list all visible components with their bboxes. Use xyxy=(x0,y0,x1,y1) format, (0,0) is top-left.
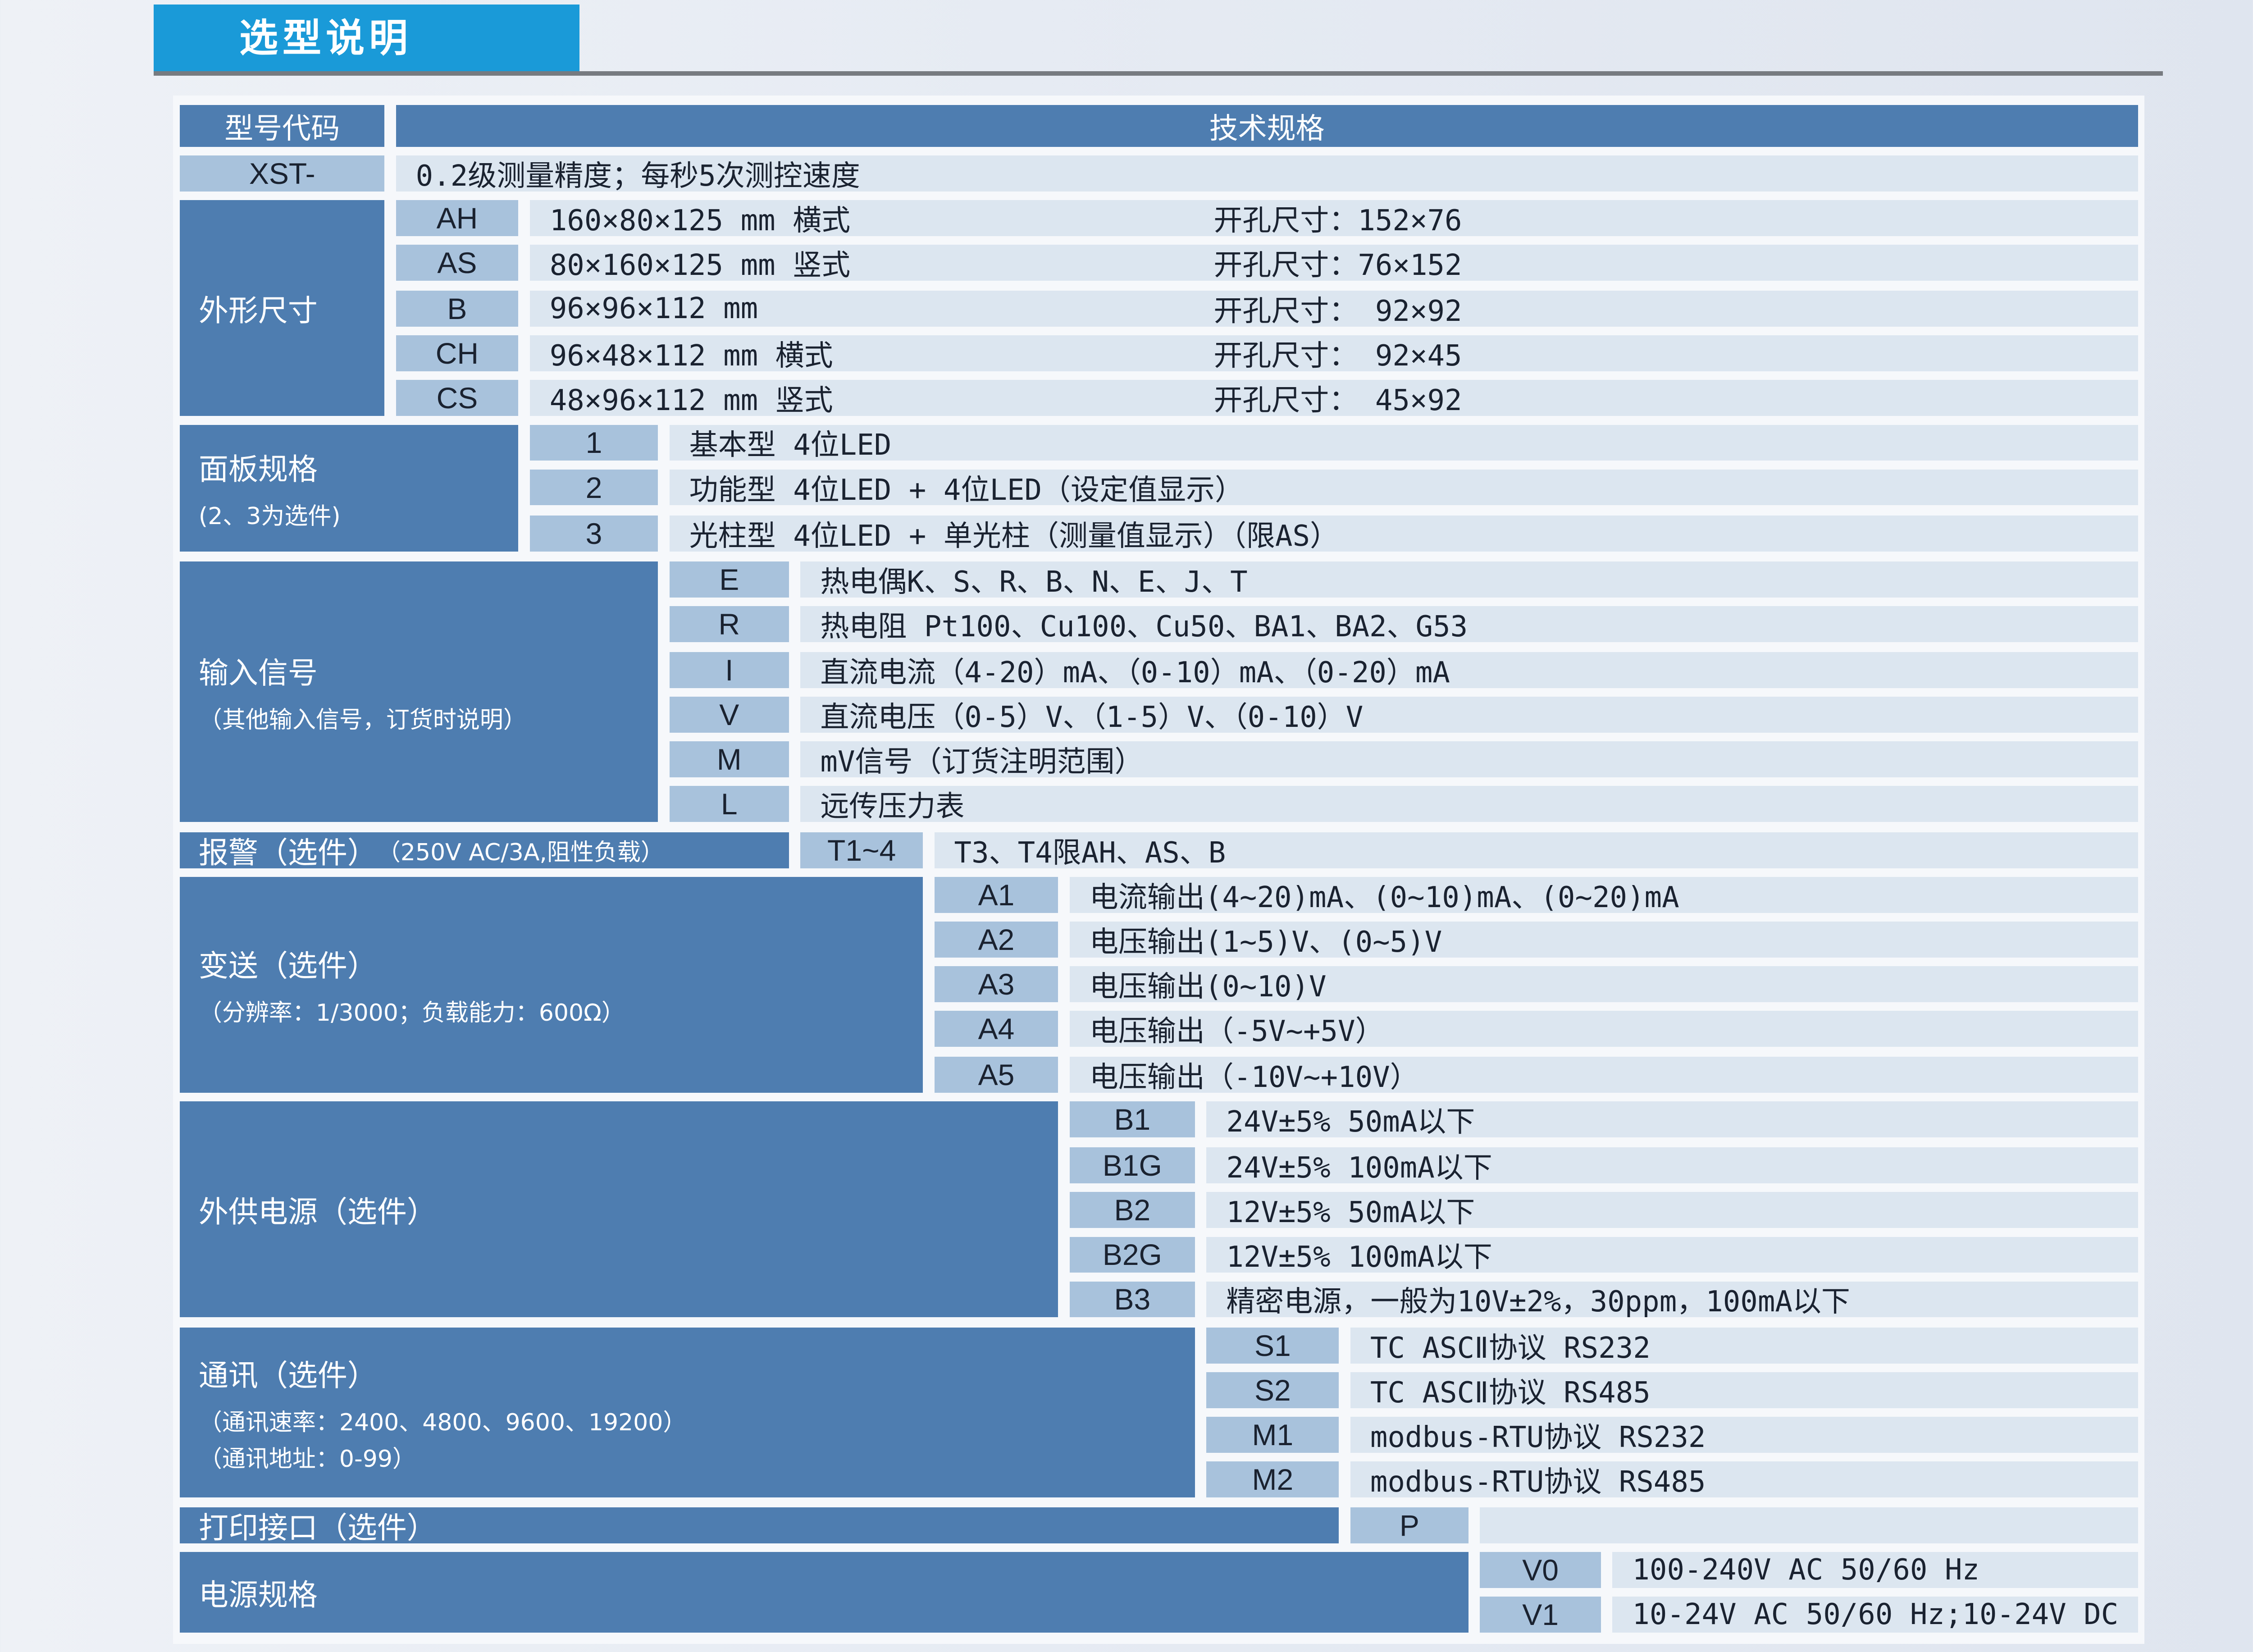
cutout-size: 开孔尺寸：152×76 xyxy=(1213,204,1462,236)
code-cell: A5 xyxy=(934,1057,1058,1093)
code-cell: A2 xyxy=(934,921,1058,958)
spec-cell: 基本型 4位LED xyxy=(669,424,2138,461)
spec-cell: 24V±5% 50mA以下 xyxy=(1206,1101,2138,1138)
code-cell: V0 xyxy=(1480,1552,1601,1588)
spec-cell: 160×80×125 mm 横式 xyxy=(529,200,2138,236)
spec-cell: modbus-RTU协议 RS232 xyxy=(1350,1416,2138,1453)
code-cell: V1 xyxy=(1480,1597,1601,1633)
input-group-title: 输入信号 xyxy=(198,656,318,691)
spec-cell: modbus-RTU协议 RS485 xyxy=(1350,1461,2138,1497)
comm-group-note: （通讯地址：0-99） xyxy=(198,1446,416,1473)
code-cell: CH xyxy=(396,335,519,372)
spec-cell: 直流电压（0-5）V、（1-5）V、（0-10）V xyxy=(800,697,2138,733)
spec-cell: 热电偶K、S、R、B、N、E、J、T xyxy=(800,561,2138,598)
cutout-size: 开孔尺寸： 92×92 xyxy=(1213,295,1462,327)
size-group: 外形尺寸 xyxy=(180,200,385,416)
alarm-group-title: 报警（选件） xyxy=(198,835,377,868)
code-cell: 2 xyxy=(529,469,658,506)
spec-cell: 12V±5% 100mA以下 xyxy=(1206,1237,2138,1273)
code-cell: B2G xyxy=(1069,1237,1195,1273)
print-group: 打印接口（选件） xyxy=(180,1507,1339,1544)
cutout-size: 开孔尺寸： 45×92 xyxy=(1213,384,1462,416)
code-cell: M1 xyxy=(1206,1416,1339,1453)
code-cell: AS xyxy=(396,245,519,281)
comm-group-title: 通讯（选件） xyxy=(198,1358,377,1393)
code-cell: V xyxy=(669,697,789,733)
spec-cell: 远传压力表 xyxy=(800,786,2138,822)
spec-cell: 48×96×112 mm 竖式 xyxy=(529,380,2138,416)
power-group-title: 电源规格 xyxy=(198,1577,318,1612)
spec-cell: 直流电流（4-20）mA、（0-10）mA、（0-20）mA xyxy=(800,652,2138,689)
supply-group-title: 外供电源（选件） xyxy=(198,1194,437,1229)
code-cell: P xyxy=(1350,1507,1469,1544)
code-cell: B1 xyxy=(1069,1101,1195,1138)
spec-cell: mV信号（订货注明范围） xyxy=(800,741,2138,778)
code-cell: S2 xyxy=(1206,1372,1339,1408)
code-cell: R xyxy=(669,606,789,642)
code-cell: M2 xyxy=(1206,1461,1339,1497)
code-cell: M xyxy=(669,741,789,778)
code-cell: A3 xyxy=(934,966,1058,1002)
code-cell: I xyxy=(669,652,789,689)
spec-cell: T3、T4限AH、AS、B xyxy=(934,832,2138,868)
spec-cell: 电压输出(1~5)V、(0~5)V xyxy=(1069,921,2138,958)
spec-cell: 80×160×125 mm 竖式 xyxy=(529,245,2138,281)
code-cell: 1 xyxy=(529,424,658,461)
cutout-size: 开孔尺寸： 92×45 xyxy=(1213,339,1462,372)
alarm-group: 报警（选件） （250V AC/3A,阻性负载） xyxy=(180,832,789,868)
spec-cell: 电压输出（-10V~+10V） xyxy=(1069,1057,2138,1093)
spec-cell: 光柱型 4位LED + 单光柱（测量值显示）（限AS） xyxy=(669,515,2138,552)
code-cell: B3 xyxy=(1069,1281,1195,1318)
code-cell: B2 xyxy=(1069,1192,1195,1228)
spec-cell: 电压输出(0~10)V xyxy=(1069,966,2138,1002)
spec-cell: 10-24V AC 50/60 Hz;10-24V DC xyxy=(1612,1597,2138,1633)
panel-group-note: (2、3为选件) xyxy=(198,503,341,530)
comm-group: 通讯（选件） （通讯速率：2400、4800、9600、19200） （通讯地址：0… xyxy=(180,1327,1195,1497)
header-code: 型号代码 xyxy=(180,105,385,147)
spec-cell: 24V±5% 100mA以下 xyxy=(1206,1147,2138,1184)
code-cell: CS xyxy=(396,380,519,416)
spec-cell: 功能型 4位LED + 4位LED（设定值显示） xyxy=(669,469,2138,506)
spec-cell: 电压输出（-5V~+5V） xyxy=(1069,1010,2138,1047)
spec-cell: 精密电源，一般为10V±2%，30ppm，100mA以下 xyxy=(1206,1281,2138,1318)
transmit-group-note: （分辨率：1/3000；负载能力：600Ω） xyxy=(198,999,625,1027)
code-cell: E xyxy=(669,561,789,598)
title-rule xyxy=(154,71,2163,76)
size-group-title: 外形尺寸 xyxy=(198,293,318,328)
spec-cell: TC ASCⅡ协议 RS485 xyxy=(1350,1372,2138,1408)
spec-cell: 12V±5% 50mA以下 xyxy=(1206,1192,2138,1228)
spec-cell xyxy=(1480,1507,2138,1544)
code-cell: AH xyxy=(396,200,519,236)
comm-group-note: （通讯速率：2400、4800、9600、19200） xyxy=(198,1409,687,1436)
panel-group-title: 面板规格 xyxy=(198,452,318,487)
transmit-group-title: 变送（选件） xyxy=(198,949,377,984)
code-cell: 3 xyxy=(529,515,658,552)
code-cell: A1 xyxy=(934,876,1058,913)
spec-cell: 96×96×112 mm xyxy=(529,291,2138,327)
spec-cell: 热电阻 Pt100、Cu100、Cu50、BA1、BA2、G53 xyxy=(800,606,2138,642)
input-group-note: （其他输入信号，订货时说明） xyxy=(198,707,527,734)
section-title: 选型说明 xyxy=(154,5,579,72)
code-cell: L xyxy=(669,786,789,822)
input-group: 输入信号 （其他输入信号，订货时说明） xyxy=(180,561,658,822)
code-cell: B xyxy=(396,291,519,327)
spec-cell: 0.2级测量精度；每秒5次测控速度 xyxy=(396,155,2138,192)
code-cell: A4 xyxy=(934,1010,1058,1047)
panel-group: 面板规格 (2、3为选件) xyxy=(180,424,519,552)
spec-cell: 电流输出(4~20)mA、(0~10)mA、(0~20)mA xyxy=(1069,876,2138,913)
code-cell: S1 xyxy=(1206,1327,1339,1364)
header-spec: 技术规格 xyxy=(396,105,2138,147)
cutout-size: 开孔尺寸：76×152 xyxy=(1213,249,1462,281)
code-cell: XST- xyxy=(180,155,385,192)
spec-cell: 100-240V AC 50/60 Hz xyxy=(1612,1552,2138,1588)
alarm-group-note: （250V AC/3A,阻性负载） xyxy=(377,839,664,867)
spec-cell: TC ASCⅡ协议 RS232 xyxy=(1350,1327,2138,1364)
transmit-group: 变送（选件） （分辨率：1/3000；负载能力：600Ω） xyxy=(180,876,923,1093)
code-cell: B1G xyxy=(1069,1147,1195,1184)
supply-group: 外供电源（选件） xyxy=(180,1101,1058,1318)
power-group: 电源规格 xyxy=(180,1552,1469,1633)
spec-cell: 96×48×112 mm 横式 xyxy=(529,335,2138,372)
code-cell: T1~4 xyxy=(800,832,923,868)
